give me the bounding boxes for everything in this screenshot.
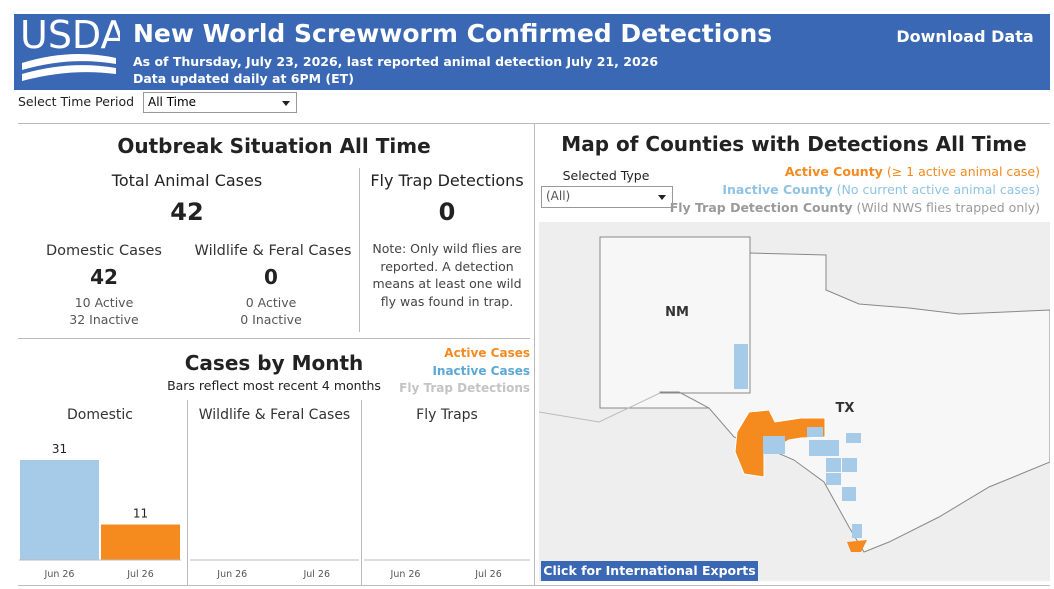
x-tick-label: Jun 26 [216,569,247,580]
download-button[interactable]: Download Data [896,27,1034,46]
county-inactive [852,524,862,538]
exports-button[interactable]: Click for International Exports [541,561,758,581]
legend-label: Fly Trap Detection County [669,200,853,215]
counties [734,344,867,552]
legend-description: (≥ 1 active animal case) [886,164,1040,179]
panel-title: Fly Traps [416,407,478,423]
stat-value: 0 [438,198,456,226]
logo-swoosh [22,54,116,81]
county-inactive [807,427,823,437]
subtitle: As of Thursday, July 23, 2026, last repo… [133,54,659,69]
bar-label: 11 [133,507,148,521]
title: New World Screwworm Confirmed Detections [133,19,773,48]
stat-label: Total Animal Cases [111,171,263,190]
divider [18,338,530,339]
legend-description: (No current active animal cases) [836,182,1040,197]
section-subtitle: Bars reflect most recent 4 months [167,378,381,393]
map-legend-item: Inactive County (No current active anima… [722,182,1040,197]
panel-title: Wildlife & Feral Cases [199,407,350,423]
border [539,392,661,423]
map-legend-item: Active County (≥ 1 active animal case) [785,164,1040,179]
stat-label: Wildlife & Feral Cases [194,243,352,259]
state-tx [659,252,1050,553]
county-inactive [842,458,857,472]
county-inactive [826,473,841,485]
stat-value: 42 [90,265,118,289]
legend-item: Fly Trap Detections [399,381,530,395]
divider [534,123,535,586]
stat-label: Domestic Cases [46,243,162,259]
x-tick-label: Jul 26 [302,569,330,580]
x-tick-label: Jul 26 [126,569,154,580]
filter-label: Select Time Period [18,94,135,109]
map-legend-item: Fly Trap Detection County (Wild NWS flie… [670,200,1040,215]
legend-description: (Wild NWS flies trapped only) [856,200,1040,215]
stat-detail: 10 Active [74,295,134,310]
divider [359,168,360,332]
usda-logo: USDA [20,18,120,81]
bar [20,460,99,560]
divider [187,400,188,585]
county-inactive [826,458,841,472]
type-dropdown[interactable]: (All) [541,186,673,208]
legend-item: Active Cases [444,346,530,360]
county-inactive [846,433,861,443]
section-title: Cases by Month [184,351,364,375]
bar-charts: Domestic Jun 26 31 Jul 26 11 Wildlife & Feral… [19,407,530,580]
note: Note: Only wild flies are reported. A de… [372,241,522,309]
divider [18,585,1050,586]
section-title: Outbreak Situation All Time [117,134,431,158]
filter-label: Selected Type [562,168,650,183]
map: NM TX [539,222,1050,581]
state-label: NM [665,305,689,320]
stat-detail: 32 Inactive [69,312,139,327]
section-title: Map of Counties with Detections All Time [561,132,1027,156]
county-active [847,540,867,552]
state-nm [599,236,751,409]
stat-value: 0 [264,265,278,289]
bar [101,524,180,560]
x-tick-label: Jun 26 [390,569,421,580]
legend-label: Active County [784,164,883,179]
legend-item: Inactive Cases [432,363,530,378]
county-inactive [825,440,839,456]
header-band [14,14,1050,90]
x-tick-label: Jul 26 [474,569,502,580]
bar-label: 31 [52,442,67,456]
logo-text: USDA [20,18,120,57]
county-inactive [763,436,785,454]
stat-label: Fly Trap Detections [370,171,524,190]
stat-value: 42 [170,198,204,226]
stat-detail: 0 Inactive [240,312,302,327]
subtitle: Data updated daily at 6PM (ET) [133,71,354,86]
county-inactive [842,487,856,501]
panel-title: Domestic [67,407,133,423]
time-dropdown[interactable]: All Time [143,92,297,113]
x-tick-label: Jun 26 [44,569,75,580]
county-inactive [809,440,825,456]
county-inactive [734,344,748,389]
state-label: TX [836,401,855,416]
stat-detail: 0 Active [245,295,297,310]
legend-label: Inactive County [722,182,833,197]
divider [361,400,362,585]
